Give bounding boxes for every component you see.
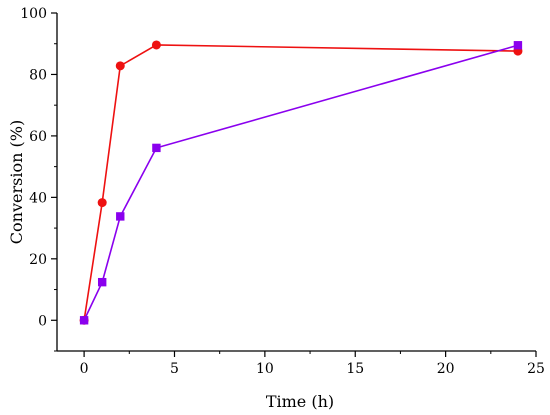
x-tick-label: 5: [170, 361, 179, 377]
series-layer: [79, 40, 523, 325]
y-tick-label: 0: [38, 313, 47, 329]
data-point: [116, 212, 125, 221]
ticks: 0 5 10 15 20 25 0 20 40 60 80 100: [20, 6, 545, 377]
x-tick-label: 10: [256, 361, 274, 377]
data-point: [513, 41, 523, 50]
y-tick-label: 20: [29, 252, 47, 268]
data-point: [115, 61, 125, 71]
series-2-line: [83, 44, 519, 321]
data-point: [97, 198, 107, 208]
series-1: [79, 40, 523, 325]
x-tick-label: 15: [346, 361, 364, 377]
x-tick-label: 25: [527, 361, 545, 377]
data-point: [151, 40, 161, 50]
y-tick-label: 100: [20, 6, 47, 22]
data-point: [97, 277, 107, 287]
y-tick-label: 80: [29, 67, 47, 83]
axes: [56, 13, 536, 352]
y-axis-title: Conversion (%): [7, 120, 26, 244]
data-point: [79, 316, 89, 325]
x-tick-label: 0: [80, 361, 89, 377]
y-tick-label: 40: [29, 190, 47, 206]
series-2: [79, 41, 523, 325]
y-tick-label: 60: [29, 129, 47, 145]
data-point: [152, 143, 161, 153]
series-1-line: [83, 44, 518, 321]
x-tick-label: 20: [437, 361, 455, 377]
x-axis-title: Time (h): [266, 392, 334, 411]
